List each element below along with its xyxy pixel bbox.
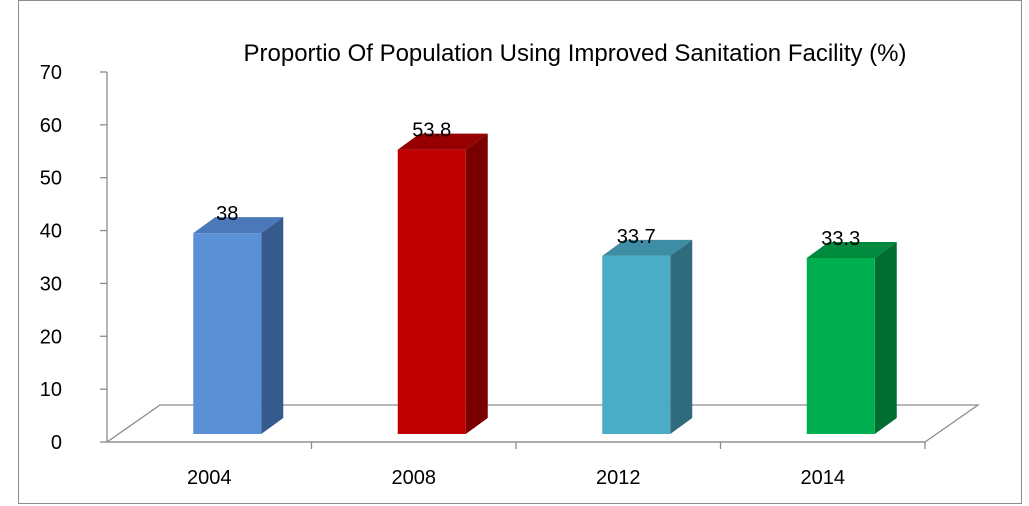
- bar-top-face: [193, 217, 284, 234]
- y-tick-label: 20: [40, 326, 62, 348]
- bar-2012: [602, 239, 693, 434]
- y-tick-label: 70: [40, 62, 62, 84]
- y-tick-label: 30: [40, 273, 62, 295]
- bar-top-face: [397, 133, 488, 150]
- bar-side-face: [261, 217, 284, 434]
- data-label: 38: [216, 203, 238, 225]
- bar-2008: [397, 133, 488, 434]
- y-tick-label: 60: [40, 115, 62, 137]
- y-tick-label: 40: [40, 221, 62, 243]
- bar-front-face: [397, 149, 466, 434]
- bar-side-face: [670, 239, 693, 434]
- bar-front-face: [602, 255, 671, 434]
- x-tick-label: 2004: [187, 467, 232, 489]
- y-tick-label: 50: [40, 168, 62, 190]
- bar-side-face: [465, 133, 488, 434]
- chart-labels: 38 2004 53.8 2008 33.7 2012 33.3 2014: [187, 120, 860, 489]
- x-tick-label: 2008: [392, 467, 437, 489]
- bar-side-face: [874, 241, 897, 434]
- y-tick-label: 0: [51, 432, 62, 454]
- chart-axes: 0 10 20 30 40 50 60 70: [40, 62, 926, 454]
- bar-2004: [193, 217, 284, 434]
- bar-front-face: [193, 233, 262, 434]
- y-tick-label: 10: [40, 379, 62, 401]
- chart-title: Proportio Of Population Using Improved S…: [244, 40, 907, 67]
- bar-top-face: [806, 241, 897, 258]
- bar-front-face: [806, 257, 875, 434]
- data-label: 53.8: [412, 120, 451, 142]
- data-label: 33.3: [821, 228, 860, 250]
- x-tick-label: 2012: [596, 467, 641, 489]
- data-label: 33.7: [617, 226, 656, 248]
- x-tick-label: 2014: [801, 467, 846, 489]
- bar-2014: [806, 241, 897, 434]
- bar-top-face: [602, 239, 693, 256]
- chart-bars: [193, 133, 897, 434]
